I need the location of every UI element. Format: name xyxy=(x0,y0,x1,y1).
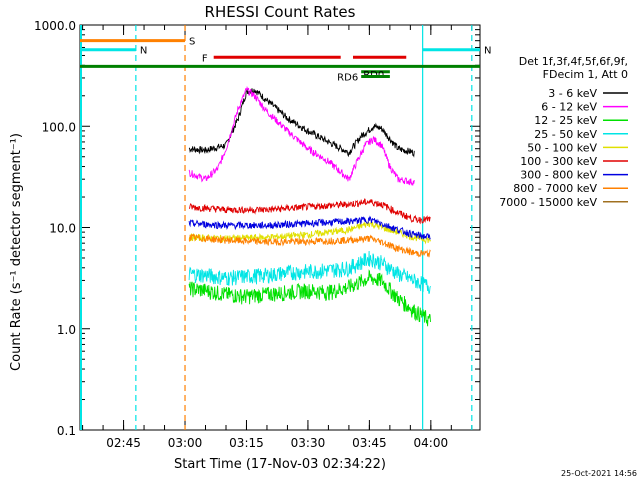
x-tick-label: 03:00 xyxy=(168,436,203,450)
y-tick-label: 0.1 xyxy=(57,424,76,438)
annotation-label: S xyxy=(189,37,195,48)
x-tick-label: 04:00 xyxy=(414,436,449,450)
legend-header: Det 1f,3f,4f,5f,6f,9f, xyxy=(519,55,628,68)
x-tick-label: 03:30 xyxy=(291,436,326,450)
x-axis-label: Start Time (17-Nov-03 02:34:22) xyxy=(174,457,386,472)
series-line xyxy=(188,233,431,258)
y-tick-label: 1.0 xyxy=(57,323,76,337)
legend-label: 50 - 100 keV xyxy=(527,141,597,154)
y-tick-label: 1000.0 xyxy=(34,19,76,33)
chart-title: RHESSI Count Rates xyxy=(205,3,356,21)
series-line xyxy=(188,250,431,294)
annotation-label: N xyxy=(484,46,491,57)
legend-label: 7000 - 15000 keV xyxy=(499,196,597,209)
legend-label: 300 - 800 keV xyxy=(520,169,597,182)
x-tick-label: 03:15 xyxy=(229,436,264,450)
annotation-label: F xyxy=(202,53,208,64)
series-line xyxy=(188,215,431,241)
legend-label: 3 - 6 keV xyxy=(548,87,597,100)
series-line xyxy=(188,269,431,327)
legend-label: 100 - 300 keV xyxy=(520,155,597,168)
legend-header: FDecim 1, Att 0 xyxy=(543,68,628,81)
annotation-label: N xyxy=(140,46,147,57)
legend-label: 25 - 50 keV xyxy=(534,128,597,141)
timestamp: 25-Oct-2021 14:56 xyxy=(561,469,637,478)
legend-label: 800 - 7000 keV xyxy=(513,182,597,195)
x-tick-label: 02:45 xyxy=(106,436,141,450)
legend-label: 12 - 25 keV xyxy=(534,114,597,127)
annotation-label: RD6 xyxy=(337,72,358,83)
series-line xyxy=(189,198,431,225)
legend: Det 1f,3f,4f,5f,6f,9f,FDecim 1, Att 0 3 -… xyxy=(499,55,628,209)
y-axis-label: Count Rate (s⁻¹ detector segment⁻¹) xyxy=(9,133,24,371)
legend-label: 6 - 12 keV xyxy=(541,101,597,114)
y-tick-label: 100.0 xyxy=(42,120,76,134)
series-line xyxy=(188,88,415,158)
series-line xyxy=(188,85,415,186)
y-tick-label: 10.0 xyxy=(49,222,76,236)
x-tick-label: 03:45 xyxy=(352,436,387,450)
plot-area: 0.1 1.0 10.0 100.0 1000.0 02:45 03:00 03:15 03:3… xyxy=(34,19,491,450)
